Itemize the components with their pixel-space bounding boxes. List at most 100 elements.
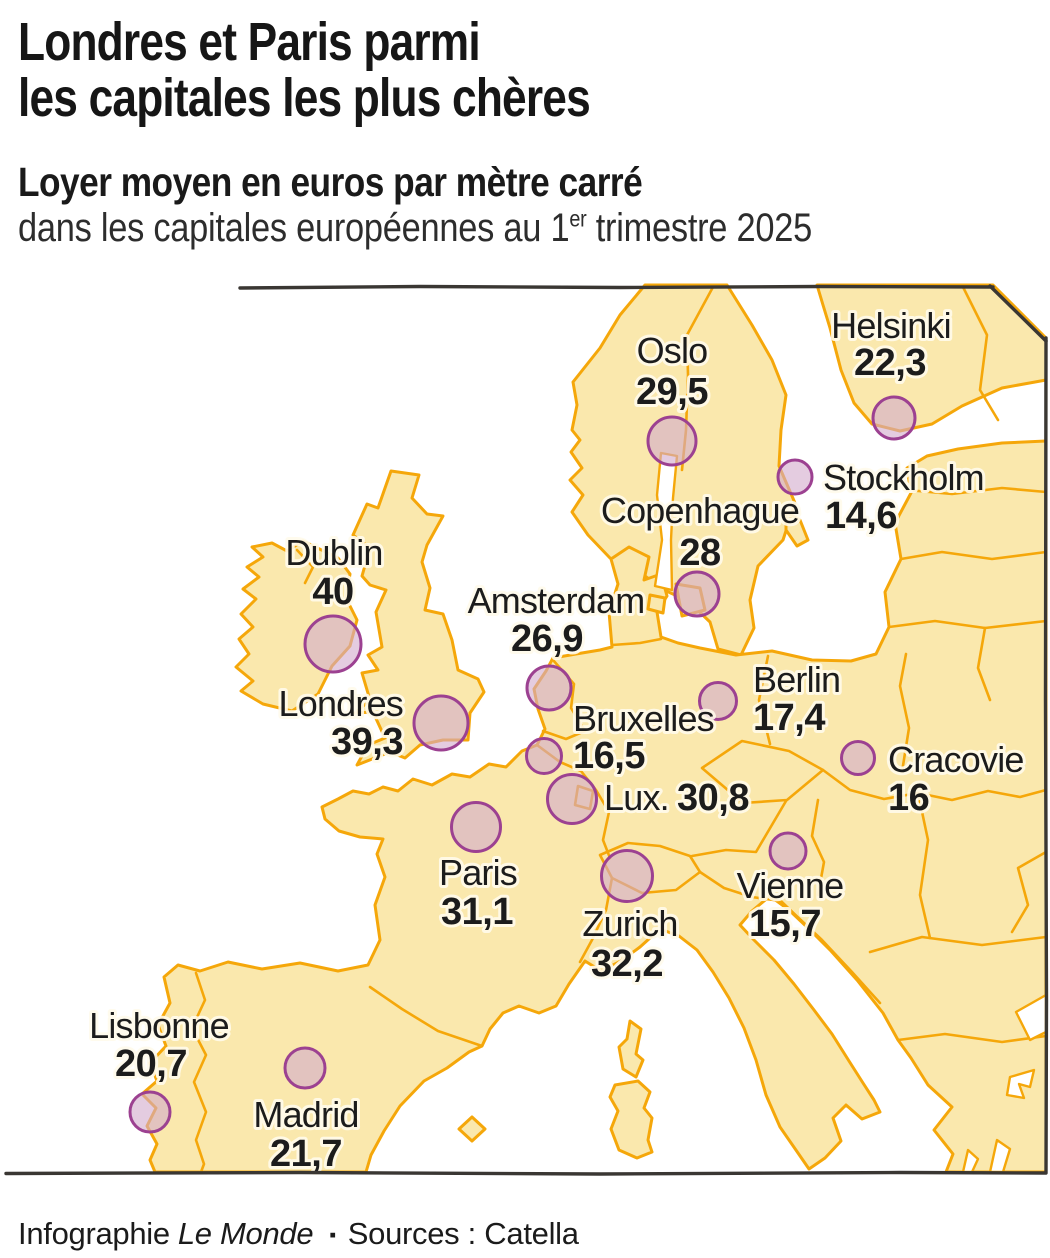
subtitle-text: dans les capitales européennes au 1: [18, 206, 570, 251]
frame-corner-cut: [988, 284, 1048, 343]
city-value-dublin: 40: [312, 571, 353, 613]
city-circle-berlin: [698, 681, 738, 721]
city-circle-stockholm: [776, 458, 814, 496]
island-gotland: [784, 510, 810, 548]
footer-sources: Sources : Catella: [347, 1216, 579, 1251]
city-label-madrid: Madrid: [253, 1094, 358, 1135]
europe-map: Oslo 29,5 Helsinki 22,3 Stockholm 14,6 Copenha…: [0, 283, 1050, 1177]
city-label-stockholm: Stockholm: [823, 457, 984, 498]
subtitle-superscript: er: [569, 206, 587, 233]
city-label-cracovie: Cracovie: [888, 739, 1024, 780]
subtitle-bold: Loyer moyen en euros par mètre carré: [18, 159, 643, 206]
city-value-helsinki: 22,3: [854, 342, 926, 384]
city-circle-vienne: [768, 831, 808, 871]
city-value-zurich: 32,2: [591, 943, 663, 985]
subtitle-text-end: trimestre 2025: [586, 206, 813, 251]
land-great-britain: [351, 469, 486, 767]
city-circle-zurich: [600, 849, 654, 903]
footer: Infographie Le Monde ▪ Sources : Catella: [18, 1216, 579, 1252]
city-label-paris: Paris: [439, 852, 517, 893]
footer-brand: Le Monde: [177, 1216, 314, 1251]
border-baltics-2: [899, 550, 1048, 561]
border-ro-rs: [916, 791, 932, 940]
city-label-helsinki: Helsinki: [831, 305, 951, 346]
city-value-paris: 31,1: [441, 891, 513, 933]
border-pt-es: [190, 971, 208, 1174]
city-circle-lisbonne: [128, 1090, 172, 1134]
city-value-vienne: 15,7: [749, 903, 821, 945]
city-circle-luxembourg: [546, 773, 598, 825]
city-circle-cracovie: [840, 740, 876, 776]
island-corsica: [617, 1019, 645, 1079]
frame-right-edge: [1043, 336, 1049, 1174]
map-frame: [4, 284, 1049, 1176]
city-circle-bruxelles: [525, 737, 563, 775]
border-at-hu: [810, 798, 826, 897]
city-circle-helsinki: [871, 395, 917, 441]
city-circle-madrid: [283, 1046, 327, 1090]
city-circle-dublin: [303, 614, 363, 674]
sea-inlets: [653, 451, 1048, 1174]
city-value-berlin: 17,4: [753, 697, 825, 739]
city-label-lisbonne: Lisbonne: [89, 1005, 229, 1046]
header: Londres et Paris parmi les capitales les …: [18, 0, 1038, 253]
border-poland-east: [898, 652, 911, 774]
title-line-2: les capitales les plus chères: [18, 68, 591, 129]
island-sardinia: [608, 1079, 654, 1160]
border-be-nl: [541, 729, 587, 741]
city-label-londres: Londres: [279, 683, 404, 724]
subtitle-regular: dans les capitales européennes au 1er tr…: [18, 205, 895, 252]
border-fr-es: [368, 985, 484, 1048]
city-value-lisbonne: 20,7: [115, 1043, 187, 1085]
city-value-madrid: 21,7: [270, 1133, 342, 1175]
city-label-dublin: Dublin: [285, 532, 382, 573]
city-label-copenhague: Copenhague: [601, 490, 799, 531]
city-circle-paris: [450, 801, 502, 853]
city-value-cracovie: 16: [888, 777, 929, 819]
city-markers: [128, 395, 917, 1134]
city-circle-oslo: [646, 415, 698, 467]
city-label-berlin: Berlin: [753, 659, 840, 700]
city-value-stockholm: 14,6: [825, 495, 897, 537]
city-value-londres: 39,3: [331, 721, 403, 763]
island-funen: [646, 593, 667, 615]
border-dk-de: [610, 637, 663, 647]
border-md: [1010, 850, 1048, 934]
city-label-bruxelles: Bruxelles: [573, 698, 714, 739]
city-value-luxembourg: 30,8: [677, 777, 749, 819]
border-bg-ro: [868, 935, 1048, 954]
city-label-oslo: Oslo: [637, 330, 708, 371]
city-label-vienne: Vienne: [737, 865, 844, 906]
border-hr-ba: [788, 908, 882, 1005]
city-label-zurich: Zurich: [582, 903, 677, 944]
title-line-1: Londres et Paris parmi: [18, 12, 481, 72]
country-borders: [190, 285, 1048, 1174]
border-finland-russia: [961, 285, 1000, 422]
page-title: Londres et Paris parmi les capitales les …: [18, 14, 854, 126]
border-sk-hu: [821, 768, 1048, 802]
city-label-luxembourg: Lux.: [604, 777, 669, 818]
border-belarus: [976, 626, 992, 702]
city-label-amsterdam: Amsterdam: [468, 580, 645, 621]
footer-bullet-icon: ▪: [329, 1225, 336, 1246]
city-circle-amsterdam: [525, 664, 573, 712]
city-value-amsterdam: 26,9: [511, 618, 583, 660]
inlet-oslofjord: [653, 451, 679, 592]
city-value-bruxelles: 16,5: [573, 735, 645, 777]
island-mallorca: [457, 1115, 487, 1143]
frame-bottom-edge: [4, 1170, 1048, 1176]
city-value-oslo: 29,5: [636, 371, 708, 413]
city-circle-copenhague: [673, 570, 721, 618]
border-northern-ireland: [295, 548, 315, 585]
border-baltics-1: [887, 619, 1048, 630]
border-greece-north: [896, 1032, 1048, 1044]
city-value-copenhague: 28: [679, 532, 720, 574]
city-circle-londres: [412, 694, 470, 752]
frame-top-edge: [238, 284, 995, 290]
border-de-pl: [757, 654, 772, 746]
inlet-marmara: [1005, 1068, 1036, 1100]
border-baltics-3: [905, 486, 1048, 496]
footer-credit: Infographie: [18, 1216, 170, 1251]
